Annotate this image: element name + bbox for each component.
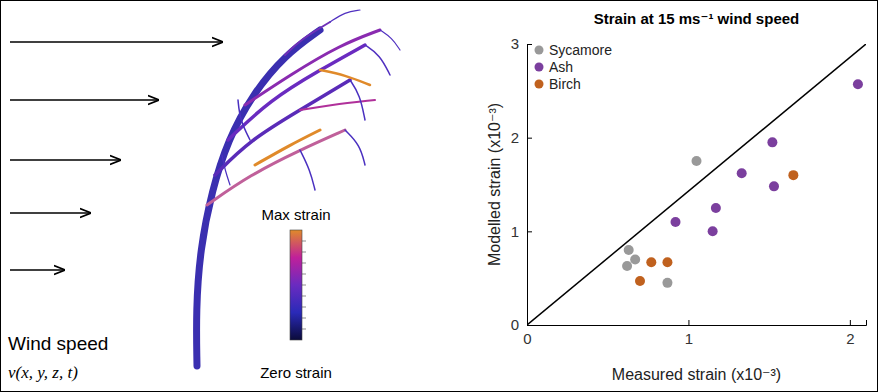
legend-swatch — [535, 46, 544, 55]
y-axis-line — [528, 45, 533, 326]
x-tick-mark — [850, 320, 851, 325]
legend: SycamoreAshBirch — [535, 42, 613, 92]
data-point — [692, 156, 702, 166]
wind-arrow — [10, 41, 222, 42]
data-point — [622, 261, 632, 271]
data-point — [708, 226, 718, 236]
chart-title: Strain at 15 ms⁻¹ wind speed — [594, 10, 799, 27]
y-axis-title: Modelled strain (x10⁻³) — [486, 103, 503, 266]
data-point — [635, 276, 645, 286]
tree-branch — [365, 45, 390, 75]
y-tick-label: 2 — [511, 129, 519, 146]
x-axis-line — [528, 320, 867, 326]
wind-arrow — [10, 99, 158, 100]
scatter-chart: 0 1 2 0 1 2 3 Strain at 15 ms⁻¹ wind speed Measu… — [486, 10, 867, 383]
y-axis: 0 1 2 3 — [511, 35, 532, 333]
tree-branch — [345, 130, 365, 165]
tree-branch — [285, 22, 330, 55]
y-tick-label: 0 — [511, 316, 519, 333]
x-tick: 1 — [685, 320, 693, 347]
tree-branch — [330, 10, 360, 22]
wind-arrow — [10, 212, 90, 213]
tree-branch — [320, 70, 370, 85]
tree-branch — [300, 150, 315, 190]
wind-arrow — [10, 159, 120, 160]
colorbar-tick — [302, 296, 306, 297]
colorbar-tick — [302, 318, 306, 319]
tree-branch — [222, 155, 230, 185]
legend-label: Birch — [549, 76, 581, 92]
legend-entry: Birch — [535, 76, 581, 92]
data-point — [624, 245, 634, 255]
y-tick: 2 — [511, 129, 532, 146]
tree-branch — [207, 130, 345, 205]
colorbar-min-label: Zero strain — [260, 364, 332, 381]
colorbar — [290, 230, 302, 340]
wind-label: Wind speed — [8, 333, 108, 354]
legend-label: Ash — [549, 59, 573, 75]
colorbar-tick — [302, 285, 306, 286]
x-axis: 0 1 2 — [523, 320, 866, 347]
colorbar-tick — [302, 263, 306, 264]
y-tick-mark — [527, 325, 532, 326]
colorbar-tick — [302, 241, 306, 242]
tree-branch — [228, 45, 365, 140]
x-tick-label: 2 — [846, 330, 854, 347]
tree-branch — [238, 100, 250, 140]
legend-entry: Ash — [535, 59, 574, 75]
data-point — [646, 257, 656, 267]
y-tick-mark — [527, 231, 532, 232]
y-tick-mark — [527, 44, 532, 45]
x-tick-label: 1 — [685, 330, 693, 347]
y-tick-label: 3 — [511, 35, 519, 52]
legend-swatch — [535, 80, 544, 89]
y-tick: 0 — [511, 316, 532, 333]
tree-diagram: Max strain Zero strain Wind speed v(x, y, z… — [8, 10, 400, 382]
colorbar-max-label: Max strain — [261, 206, 330, 223]
y-tick-mark — [527, 138, 532, 139]
figure: Max strain Zero strain Wind speed v(x, y, z… — [0, 0, 878, 392]
legend-entry: Sycamore — [535, 42, 613, 58]
figure-frame — [1, 1, 878, 392]
data-point — [711, 203, 721, 213]
wind-formula: v(x, y, z, t) — [8, 363, 78, 382]
tree-branch — [380, 30, 400, 50]
legend-label: Sycamore — [549, 42, 612, 58]
tree-branch — [350, 80, 365, 120]
data-point — [630, 254, 640, 264]
colorbar-tick — [302, 329, 306, 330]
data-point — [769, 181, 779, 191]
data-point — [662, 278, 672, 288]
tree-branch — [300, 100, 375, 110]
data-point — [737, 168, 747, 178]
x-tick-mark — [688, 320, 689, 325]
y-tick: 3 — [511, 35, 532, 52]
tree-branch — [255, 130, 320, 165]
x-tick-label: 0 — [523, 330, 531, 347]
y-tick: 1 — [511, 223, 532, 240]
colorbar-tick — [302, 307, 306, 308]
colorbar-tick — [302, 274, 306, 275]
x-axis-title: Measured strain (x10⁻³) — [612, 366, 781, 383]
wind-arrow — [10, 269, 64, 270]
y-tick-label: 1 — [511, 223, 519, 240]
x-tick: 2 — [846, 320, 854, 347]
data-point — [788, 170, 798, 180]
data-point — [671, 217, 681, 227]
data-point — [767, 137, 777, 147]
data-point — [853, 79, 863, 89]
legend-swatch — [535, 63, 544, 72]
reference-line — [527, 44, 866, 325]
data-point — [662, 257, 672, 267]
colorbar-tick — [302, 252, 306, 253]
plot-marks — [527, 44, 866, 325]
tree-branch — [245, 30, 380, 105]
